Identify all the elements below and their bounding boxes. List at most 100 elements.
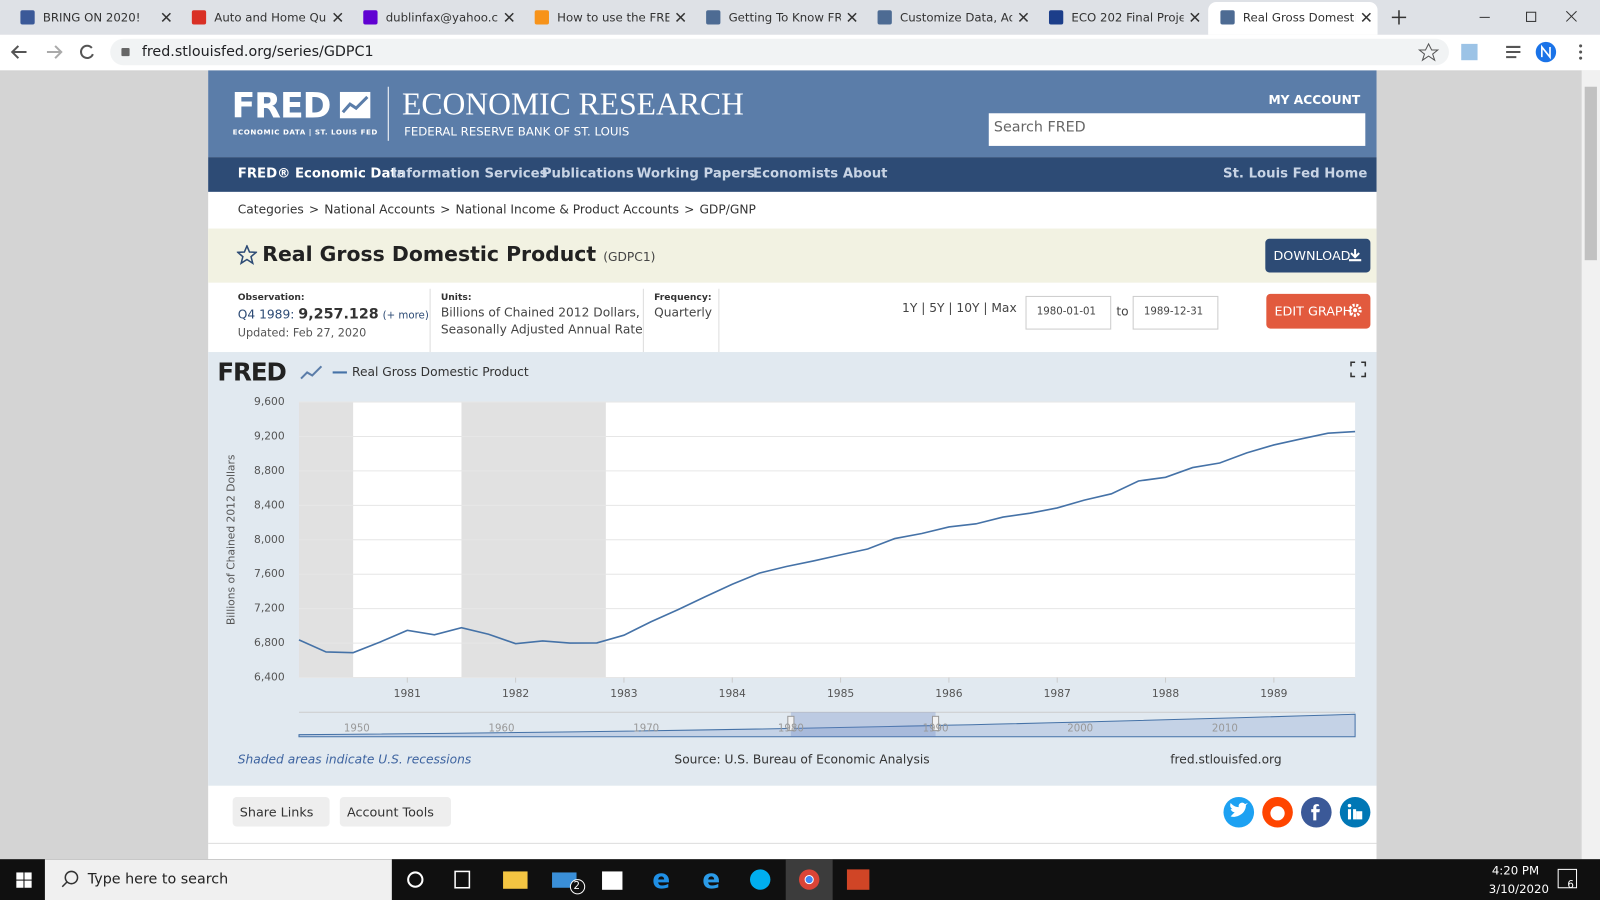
edge-icon[interactable]: e bbox=[652, 864, 670, 895]
favorite-star[interactable] bbox=[236, 244, 258, 265]
media-icon[interactable] bbox=[1506, 45, 1521, 59]
edit-graph-label: EDIT GRAPH bbox=[1274, 303, 1353, 319]
breadcrumb[interactable]: National Income & Product Accounts bbox=[455, 202, 679, 217]
nav-item[interactable]: Publications bbox=[541, 166, 634, 182]
recession-note: Shaded areas indicate U.S. recessions bbox=[238, 753, 472, 767]
tab-favicon bbox=[534, 10, 549, 25]
tab-favicon bbox=[1048, 10, 1064, 25]
observation-value: 9,257.128 bbox=[298, 306, 379, 323]
chrome-icon bbox=[804, 874, 814, 885]
source-note: Source: U.S. Bureau of Economic Analysis bbox=[674, 753, 929, 767]
task-view-icon[interactable] bbox=[454, 870, 471, 889]
tab[interactable] bbox=[1208, 2, 1378, 35]
toolbar-icons bbox=[10, 38, 1583, 66]
logo-subtitle: ECONOMIC DATA | ST. LOUIS FED bbox=[232, 128, 378, 137]
divider bbox=[208, 842, 1377, 844]
share-label: Share Links bbox=[239, 804, 314, 820]
menu-dot[interactable] bbox=[1579, 44, 1583, 48]
nav-item[interactable]: Economists bbox=[753, 166, 839, 182]
tab-title: Getting To Know FR bbox=[728, 10, 841, 25]
fullscreen-icon bbox=[1350, 361, 1367, 378]
more-link[interactable]: (+ more) bbox=[382, 310, 429, 322]
nav-item[interactable]: About bbox=[842, 166, 888, 182]
start-date: 1980-01-01 bbox=[1036, 306, 1097, 318]
breadcrumbs: Categories > National Accounts > National In… bbox=[238, 202, 756, 216]
breadcrumb[interactable]: Categories bbox=[237, 202, 304, 217]
x-tick-label: 1985 bbox=[827, 687, 854, 700]
search-glyph bbox=[61, 881, 68, 888]
scrollbar[interactable] bbox=[1581, 70, 1600, 860]
breadcrumb[interactable]: GDP/GNP bbox=[699, 202, 756, 217]
navigator-handle bbox=[931, 715, 940, 732]
tab-title: Auto and Home Qu bbox=[214, 10, 327, 25]
nav-bar bbox=[208, 157, 1377, 192]
twitter-glyph bbox=[1230, 802, 1248, 817]
clock-time: 4:20 PM bbox=[1491, 863, 1540, 878]
ie-icon[interactable]: e bbox=[702, 864, 720, 895]
tab-close[interactable] bbox=[675, 12, 686, 22]
navigator-selection bbox=[790, 712, 936, 737]
tab-close[interactable] bbox=[1190, 12, 1200, 22]
y-tick-label: 8,400 bbox=[254, 498, 285, 511]
breadcrumb[interactable]: National Accounts bbox=[324, 202, 435, 217]
menu-dot[interactable] bbox=[1579, 56, 1583, 60]
tab-close[interactable] bbox=[161, 12, 171, 22]
nav-item[interactable]: Working Papers bbox=[636, 166, 755, 182]
share-button[interactable] bbox=[232, 796, 330, 827]
action-center[interactable] bbox=[1557, 868, 1578, 889]
tab-close[interactable] bbox=[1018, 12, 1029, 22]
observation-date: Q4 1989: bbox=[237, 307, 295, 322]
title-band bbox=[208, 228, 1377, 283]
scrollbar-thumb[interactable] bbox=[1584, 86, 1597, 261]
tab-close[interactable] bbox=[1361, 12, 1371, 22]
skype-icon[interactable] bbox=[749, 869, 771, 890]
header-subtitle: FEDERAL RESERVE BANK OF ST. LOUIS bbox=[404, 124, 630, 139]
to-label: to bbox=[1116, 304, 1129, 319]
legend-label: Real Gross Domestic Product bbox=[352, 365, 529, 379]
start-date-input[interactable] bbox=[1025, 295, 1112, 330]
window-controls[interactable] bbox=[1376, 0, 1600, 35]
range-buttons[interactable]: 1Y | 5Y | 10Y | Max bbox=[902, 301, 1017, 316]
my-account-link[interactable]: MY ACCOUNT bbox=[1268, 92, 1361, 108]
edit-graph-button[interactable] bbox=[1266, 293, 1371, 329]
store-icon[interactable] bbox=[602, 871, 623, 890]
series-title-line: Real Gross Domestic Product (GDPC1) bbox=[262, 242, 655, 266]
omnibox[interactable] bbox=[110, 38, 1449, 66]
menu-dot[interactable] bbox=[1579, 50, 1583, 54]
extension-icon[interactable] bbox=[1461, 43, 1478, 61]
y-axis-label: Billions of Chained 2012 Dollars bbox=[225, 454, 238, 625]
search-glyph bbox=[64, 870, 79, 885]
url[interactable]: fred.stlouisfed.org/series/GDPC1 bbox=[141, 43, 374, 61]
start-button[interactable] bbox=[16, 872, 32, 888]
social-icons bbox=[1223, 796, 1371, 828]
tab-close[interactable] bbox=[847, 12, 857, 22]
bookmark-star[interactable] bbox=[1417, 42, 1440, 62]
tab-title: BRING ON 2020! bbox=[42, 10, 141, 25]
nav-item[interactable]: Information Services bbox=[391, 166, 548, 182]
back-button[interactable] bbox=[10, 45, 27, 59]
linkedin-glyph bbox=[1347, 803, 1352, 808]
facebook-glyph bbox=[1311, 804, 1320, 821]
forward-button[interactable] bbox=[46, 45, 63, 59]
tab-close[interactable] bbox=[333, 12, 343, 22]
tab-favicon bbox=[1220, 10, 1235, 25]
powerpoint-icon[interactable] bbox=[846, 869, 870, 890]
search-placeholder: Search FRED bbox=[993, 119, 1086, 136]
units-label: Units: bbox=[440, 292, 472, 304]
x-tick-label: 1986 bbox=[935, 687, 962, 700]
y-tick-label: 6,800 bbox=[254, 636, 285, 649]
frequency-label: Frequency: bbox=[654, 292, 712, 304]
download-icon bbox=[1348, 248, 1362, 262]
end-date-input[interactable] bbox=[1132, 295, 1219, 330]
nav-right-link[interactable]: St. Louis Fed Home bbox=[1223, 166, 1368, 182]
share-button[interactable] bbox=[339, 796, 452, 827]
explorer-icon[interactable] bbox=[503, 871, 528, 889]
nav-item[interactable]: FRED® Economic Data bbox=[237, 166, 406, 182]
mail-icon[interactable] bbox=[552, 872, 577, 888]
reload-button[interactable] bbox=[80, 44, 94, 59]
search-input[interactable] bbox=[988, 113, 1366, 146]
cortana-icon[interactable] bbox=[407, 871, 424, 888]
tab-close[interactable] bbox=[504, 12, 514, 22]
search-box[interactable] bbox=[44, 859, 392, 900]
fred-logo[interactable]: FRED bbox=[231, 85, 332, 127]
